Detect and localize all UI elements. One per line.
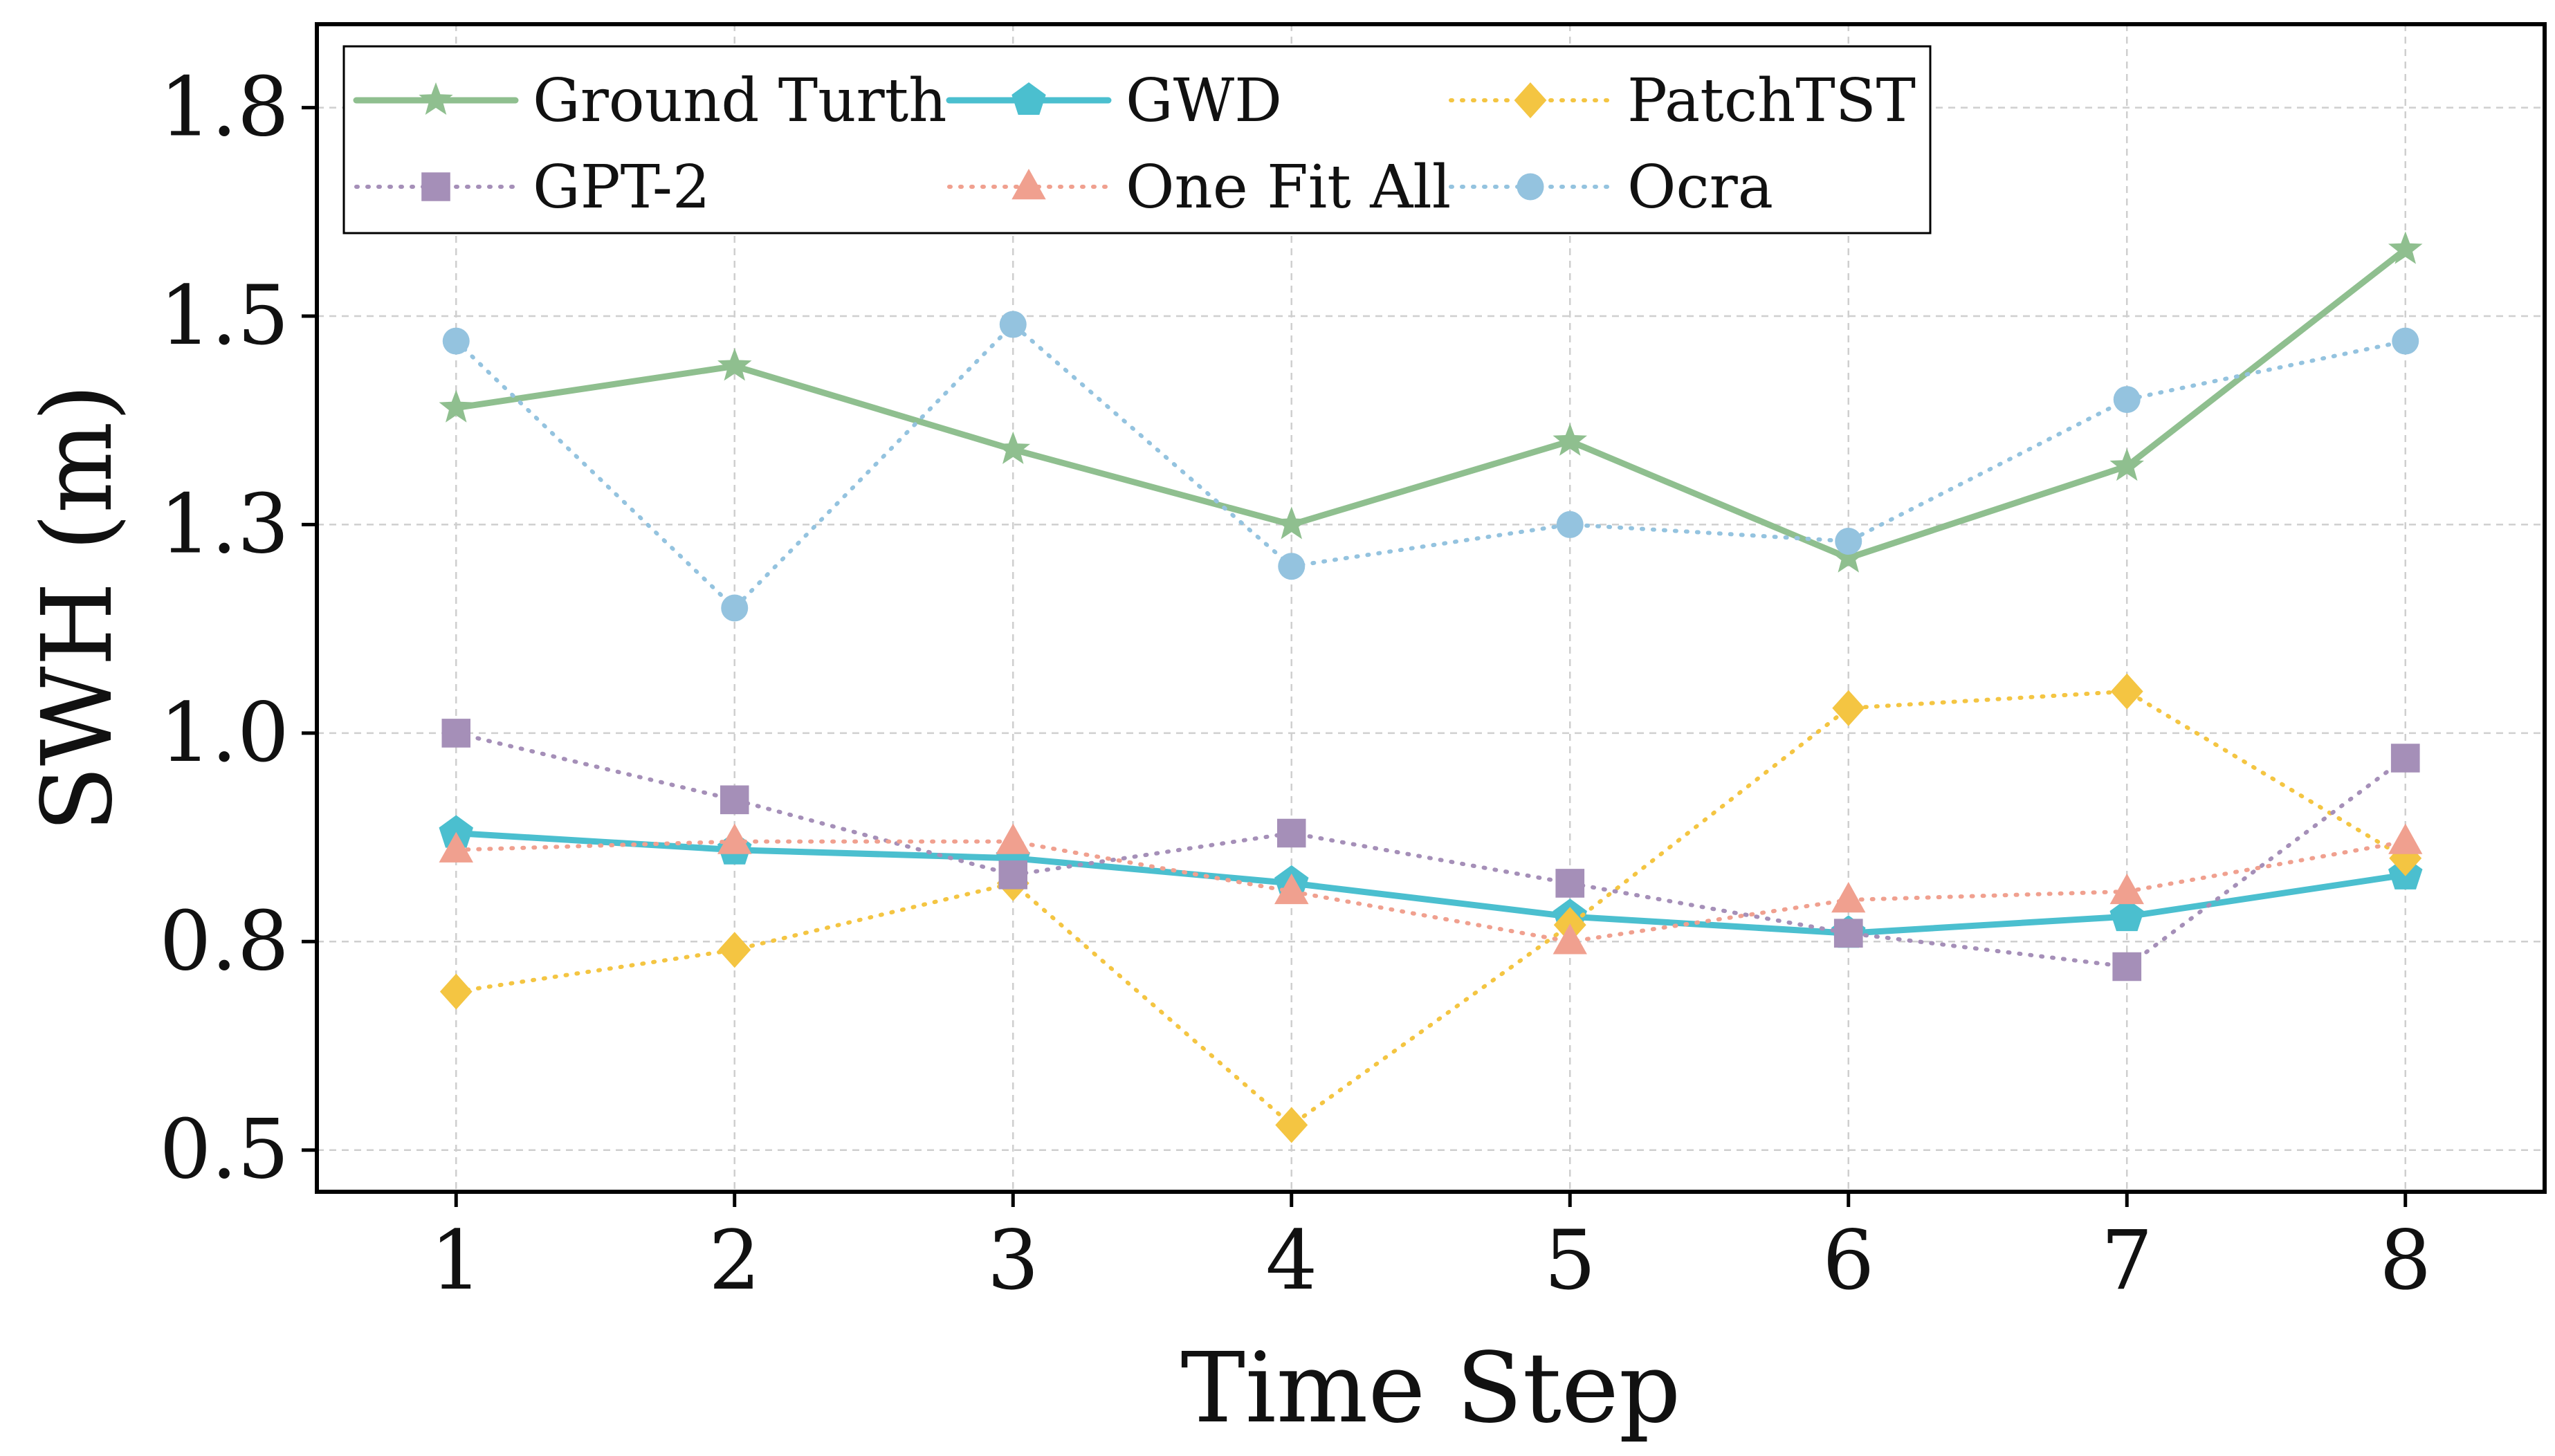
data-point [1833, 919, 1863, 948]
legend: Ground Turth GWD PatchTST GPT-2 One Fit All O… [342, 45, 1932, 234]
data-point [2388, 823, 2423, 854]
data-point [2392, 327, 2419, 355]
legend-label: Ocra [1627, 153, 1773, 222]
series-line [454, 730, 2408, 969]
legend-marker [1011, 82, 1046, 115]
data-point [439, 831, 473, 863]
data-point [2109, 899, 2144, 932]
data-point [1274, 873, 1309, 905]
y-tick-label: 1.0 [159, 685, 289, 780]
data-point [2110, 673, 2143, 710]
data-point [998, 860, 1027, 890]
data-point [2109, 873, 2144, 905]
data-point [2109, 448, 2144, 481]
legend-item: PatchTST [1449, 66, 1916, 136]
plot-frame [315, 22, 2547, 1194]
legend-marker [419, 82, 453, 115]
series-ground-turth [439, 231, 2423, 573]
data-point [439, 389, 473, 423]
legend-marker [1514, 82, 1547, 118]
series-layer [439, 231, 2423, 1143]
series-one-fit-all [439, 823, 2423, 955]
y-tick-label: 0.8 [159, 893, 289, 988]
y-axis-title: SWH (m) [21, 384, 134, 832]
legend-marker [1011, 169, 1046, 200]
data-point [721, 594, 749, 622]
x-tick-label: 2 [708, 1213, 760, 1308]
data-point [720, 785, 749, 815]
data-point [1553, 423, 1587, 456]
data-point [999, 311, 1027, 338]
data-point [996, 431, 1030, 464]
data-point [1553, 923, 1587, 955]
legend-item: Ocra [1449, 153, 1773, 222]
x-axis-title: Time Step [1181, 1332, 1681, 1445]
data-point [996, 823, 1030, 854]
series-line [454, 839, 2408, 944]
x-tick-label: 7 [2101, 1213, 2153, 1308]
legend-label: PatchTST [1627, 66, 1916, 136]
x-tick-label: 6 [1822, 1213, 1874, 1308]
legend-item: Ground Turth [353, 66, 947, 136]
data-point [2390, 744, 2420, 773]
y-tick-label: 1.5 [159, 268, 289, 363]
y-tick-label: 0.5 [159, 1102, 289, 1197]
data-point [439, 815, 473, 848]
series-ocra [442, 311, 2419, 622]
series-line [452, 246, 2409, 562]
data-point [1831, 540, 1866, 573]
x-tick-label: 8 [2379, 1213, 2431, 1308]
data-point [1556, 510, 1584, 538]
data-point [441, 719, 470, 748]
x-tick-label: 5 [1544, 1213, 1596, 1308]
series-line [452, 830, 2409, 937]
legend-item: GWD [946, 66, 1282, 136]
data-point [1555, 869, 1585, 898]
series-line [454, 689, 2408, 1127]
data-point [1275, 1107, 1308, 1143]
data-point [2113, 386, 2141, 414]
y-tick-label: 1.3 [159, 476, 289, 571]
legend-marker [1517, 173, 1544, 201]
legend-item: GPT-2 [354, 153, 711, 222]
x-tick-label: 4 [1265, 1213, 1317, 1308]
data-point [1832, 690, 1865, 726]
legend-box [342, 45, 1932, 234]
legend-label: GWD [1126, 66, 1282, 136]
data-point [442, 327, 470, 355]
data-point [439, 973, 473, 1010]
data-point [717, 348, 752, 381]
data-point [1831, 882, 1866, 913]
axis-ticks: 1 2 3 4 5 6 7 8 0.5 0.8 1.0 1.3 1.5 1.8 [159, 59, 2431, 1308]
data-point [718, 932, 751, 968]
y-tick-label: 1.8 [159, 59, 289, 155]
data-point [717, 823, 752, 854]
x-tick-label: 1 [430, 1213, 482, 1308]
legend-label: Ground Turth [533, 66, 947, 136]
legend-label: GPT-2 [533, 153, 711, 222]
data-point [1277, 818, 1306, 848]
data-point [2112, 952, 2142, 982]
series-gpt-2 [441, 719, 2420, 982]
series-line [454, 322, 2408, 610]
x-tick-label: 3 [987, 1213, 1039, 1308]
legend-marker [421, 172, 450, 201]
data-point [2388, 231, 2423, 264]
data-point [1278, 553, 1306, 580]
data-point [1835, 528, 1862, 555]
legend-item: One Fit All [947, 153, 1451, 222]
data-point [1274, 506, 1309, 540]
legend-label: One Fit All [1126, 153, 1451, 222]
